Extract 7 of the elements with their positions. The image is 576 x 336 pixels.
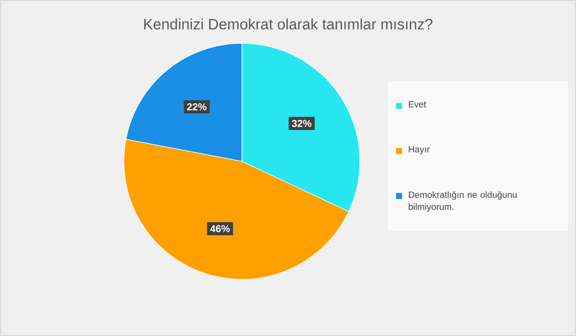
legend-label: Evet (408, 101, 426, 108)
legend-label: Demokratlığın ne olduğunu bilmiyorum. (408, 191, 517, 212)
data-label: 32% (292, 120, 312, 127)
data-label: 46% (210, 225, 230, 232)
legend-label: Hayır (408, 146, 430, 154)
chart-title: Kendinizi Demokrat olarak tanımlar mısınz? (144, 18, 432, 30)
data-label: 22% (187, 103, 207, 110)
